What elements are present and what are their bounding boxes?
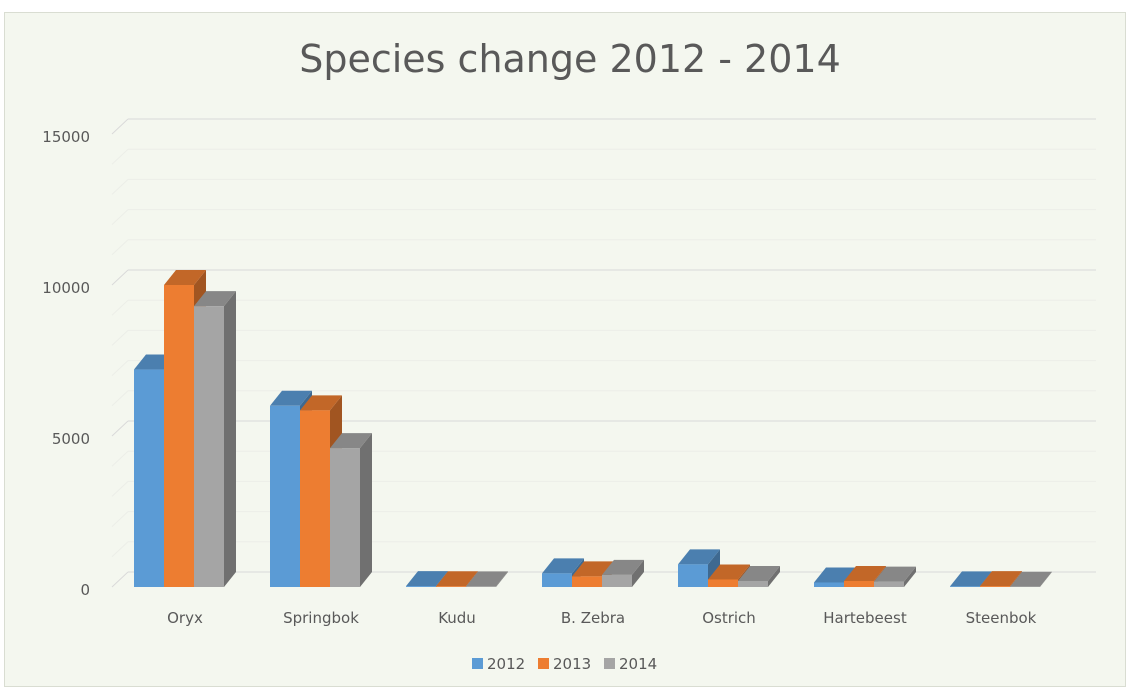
- gridline-minor-diag: [111, 511, 129, 527]
- bar-springbok-2014: [330, 433, 372, 587]
- gridline-major-diag: [111, 571, 129, 588]
- y-axis-ticks: 0 5000 10000 15000: [42, 128, 90, 599]
- gridline-minor-diag: [111, 450, 129, 467]
- bar-steenbok-2014: [1010, 571, 1052, 587]
- x-tick-label: Kudu: [438, 609, 476, 627]
- bar-ostrich-2014: [738, 565, 780, 587]
- gridline-major-diag: [111, 420, 129, 437]
- bar-kudu-2014: [466, 571, 508, 587]
- x-tick-label: Oryx: [167, 609, 203, 627]
- bar-hartebeest-2014: [874, 566, 916, 587]
- x-tick-label: Ostrich: [702, 609, 756, 627]
- x-tick-label: Steenbok: [966, 609, 1037, 627]
- legend-label: 2012: [487, 655, 525, 673]
- x-tick-label: B. Zebra: [561, 609, 625, 627]
- gridline-minor-diag: [111, 209, 129, 225]
- legend-swatch: [538, 658, 549, 669]
- gridline-major-diag: [111, 269, 129, 286]
- gridline-minor-diag: [111, 299, 129, 316]
- gridline-major-diag: [111, 118, 129, 135]
- gridline-minor-diag: [111, 481, 129, 497]
- bar-ostrich-2012: [678, 549, 720, 587]
- x-tick-label: Hartebeest: [823, 609, 907, 627]
- legend: 2012 2013 2014: [472, 655, 657, 673]
- bars: [134, 270, 1052, 587]
- y-tick-label: 5000: [52, 430, 90, 448]
- legend-item-2012: 2012: [472, 655, 525, 673]
- legend-item-2013: 2013: [538, 655, 591, 673]
- bar-b-zebra-2014: [602, 559, 644, 587]
- gridline-minor-diag: [111, 239, 129, 256]
- y-tick-label: 0: [80, 581, 90, 599]
- legend-label: 2014: [619, 655, 657, 673]
- gridline-minor-diag: [111, 360, 129, 376]
- y-tick-label: 10000: [42, 279, 90, 297]
- bar-oryx-2014: [194, 291, 236, 587]
- legend-swatch: [472, 658, 483, 669]
- gridline-minor-diag: [111, 390, 129, 407]
- gridlines: [111, 118, 1096, 588]
- gridline-minor-diag: [111, 179, 129, 195]
- gridline-minor-diag: [111, 330, 129, 346]
- x-tick-label: Springbok: [283, 609, 359, 627]
- gridline-minor-diag: [111, 541, 129, 558]
- category-labels: Oryx Springbok Kudu B. Zebra Ostrich Hartebee…: [167, 609, 1037, 627]
- y-tick-label: 15000: [42, 128, 90, 146]
- legend-label: 2013: [553, 655, 591, 673]
- legend-item-2014: 2014: [604, 655, 657, 673]
- gridline-minor-diag: [111, 148, 129, 165]
- chart-title: Species change 2012 - 2014: [299, 37, 841, 81]
- legend-swatch: [604, 658, 615, 669]
